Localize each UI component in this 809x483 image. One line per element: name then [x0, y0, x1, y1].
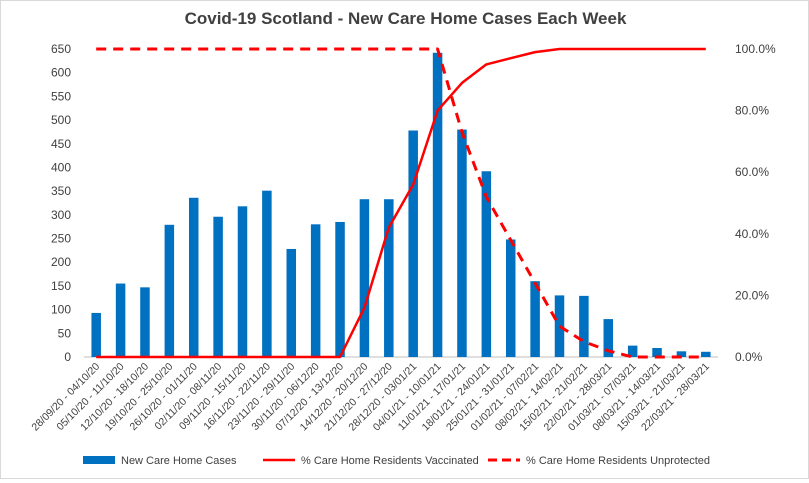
- chart-title: Covid-19 Scotland - New Care Home Cases …: [184, 9, 627, 28]
- legend-label: % Care Home Residents Vaccinated: [301, 455, 479, 467]
- y-right-tick-label: 100.0%: [735, 42, 776, 56]
- lines-group: [96, 47, 706, 359]
- y-left-tick-label: 400: [51, 160, 71, 174]
- bar: [359, 199, 370, 357]
- y-left-tick-label: 50: [58, 326, 72, 340]
- bar: [505, 239, 516, 357]
- y-left-tick-label: 0: [64, 350, 71, 364]
- y-right-tick-label: 20.0%: [735, 288, 769, 302]
- bar: [432, 52, 443, 357]
- y-right-tick-label: 60.0%: [735, 165, 769, 179]
- legend-label: New Care Home Cases: [121, 455, 237, 467]
- y-left-tick-label: 250: [51, 232, 71, 246]
- bar: [676, 351, 687, 357]
- bar: [286, 248, 297, 357]
- axes-group: 0 50 100 150 200 250 300 350 400 450 500 550 600 650 0…: [51, 42, 776, 364]
- y-left-tick-label: 200: [51, 255, 71, 269]
- y-left-tick-label: 650: [51, 42, 71, 56]
- y-left-tick-label: 150: [51, 279, 71, 293]
- bar: [188, 197, 199, 357]
- bar: [579, 295, 589, 357]
- series-line-vaccinated: [96, 47, 706, 359]
- bar: [603, 319, 614, 357]
- y-left-tick-label: 500: [51, 113, 71, 127]
- bar: [457, 129, 467, 357]
- bar: [213, 216, 223, 357]
- bar: [652, 347, 662, 357]
- bar: [384, 199, 394, 357]
- legend-swatch-bar: [83, 456, 115, 464]
- y-left-tick-label: 100: [51, 303, 71, 317]
- bar: [701, 351, 711, 357]
- legend: New Care Home Cases % Care Home Residents…: [83, 455, 710, 467]
- y-right-tick-label: 80.0%: [735, 104, 769, 118]
- bar: [164, 224, 175, 357]
- y-right-tick-label: 0.0%: [735, 350, 763, 364]
- y-left-tick-label: 600: [51, 66, 71, 80]
- y-right-tick-label: 40.0%: [735, 227, 769, 241]
- y-left-tick-label: 550: [51, 89, 71, 103]
- bar: [262, 190, 272, 357]
- bar: [530, 281, 540, 357]
- bar: [91, 312, 101, 357]
- bar: [140, 287, 150, 357]
- y-left-tick-label: 450: [51, 137, 71, 151]
- bar: [115, 283, 126, 357]
- y-left-tick-label: 300: [51, 208, 71, 222]
- bars-group: [91, 52, 711, 357]
- bar: [627, 345, 638, 357]
- series-line-unprotected: [96, 47, 706, 359]
- bar: [237, 206, 248, 357]
- bar: [335, 221, 345, 357]
- y-left-tick-label: 350: [51, 184, 71, 198]
- bar: [481, 171, 492, 357]
- legend-label: % Care Home Residents Unprotected: [526, 455, 710, 467]
- bar: [554, 295, 565, 357]
- bar: [408, 130, 418, 357]
- bar: [310, 224, 321, 357]
